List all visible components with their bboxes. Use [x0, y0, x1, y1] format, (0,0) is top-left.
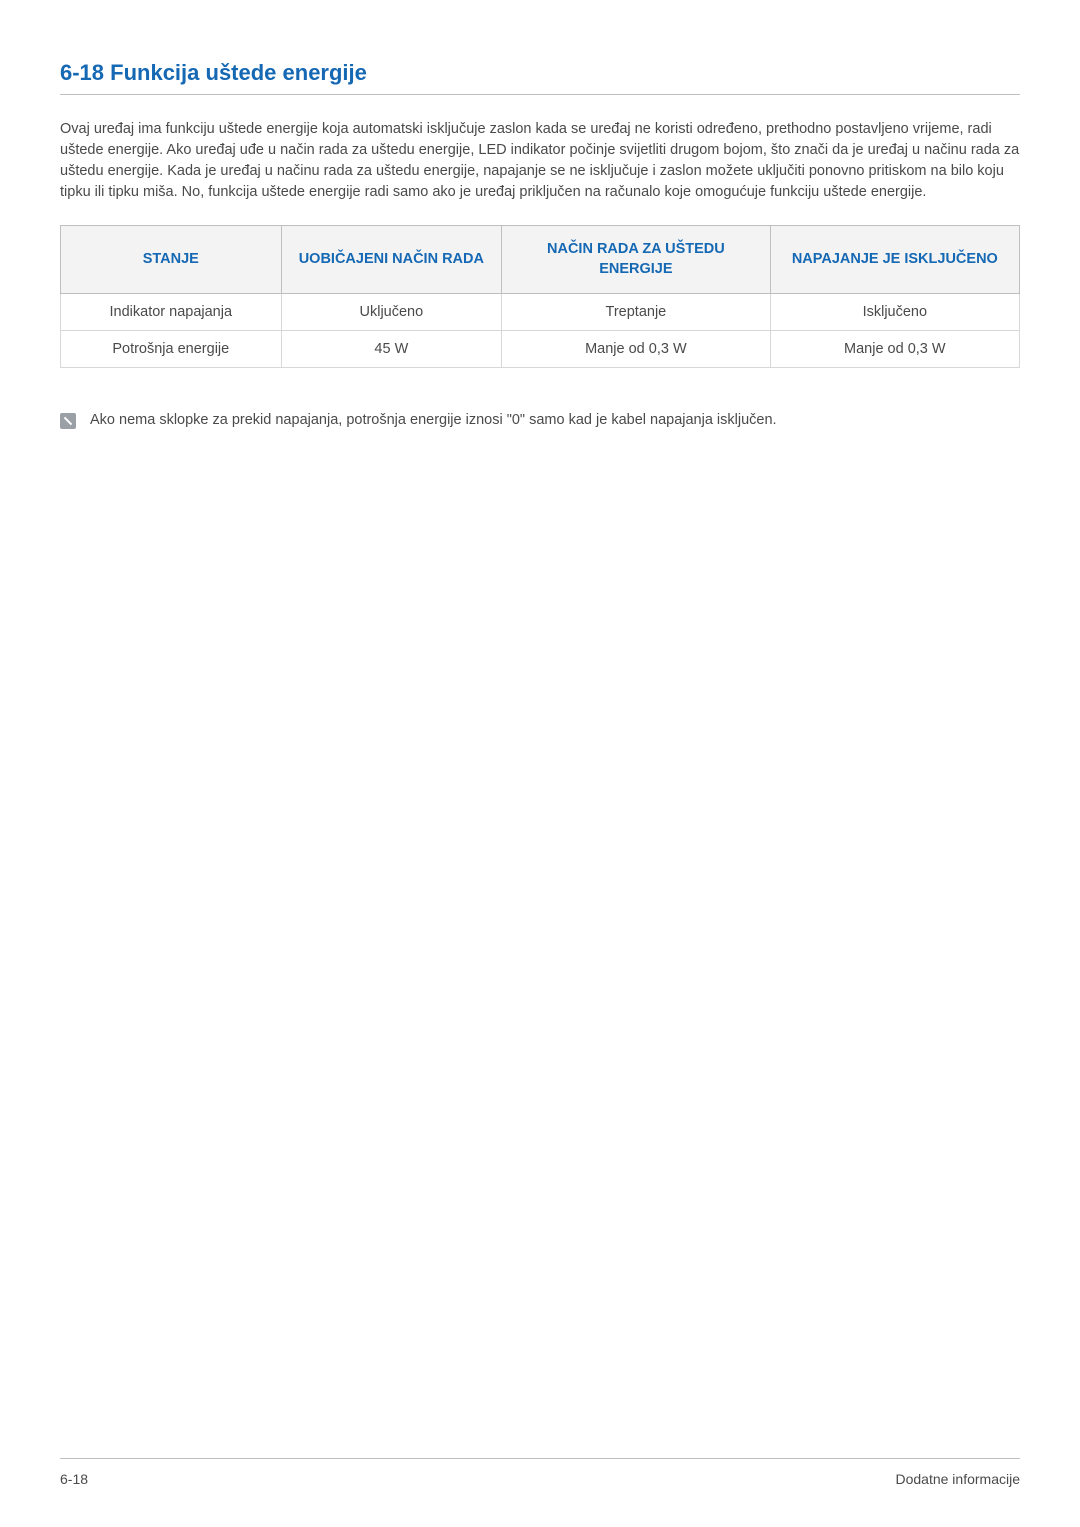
table-header-row: STANJE UOBIČAJENI NAČIN RADA NAČIN RADA … [61, 226, 1020, 294]
th-off: NAPAJANJE JE ISKLJUČENO [770, 226, 1019, 294]
th-state: STANJE [61, 226, 282, 294]
cell: 45 W [281, 331, 502, 368]
spec-table: STANJE UOBIČAJENI NAČIN RADA NAČIN RADA … [60, 225, 1020, 368]
table-row: Indikator napajanja Uključeno Treptanje … [61, 294, 1020, 331]
note-text: Ako nema sklopke za prekid napajanja, po… [90, 412, 777, 428]
table-row: Potrošnja energije 45 W Manje od 0,3 W M… [61, 331, 1020, 368]
cell: Isključeno [770, 294, 1019, 331]
intro-paragraph: Ovaj uređaj ima funkciju uštede energije… [60, 119, 1020, 203]
page-footer: 6-18 Dodatne informacije [60, 1458, 1020, 1487]
note-icon [60, 413, 76, 429]
cell: Manje od 0,3 W [770, 331, 1019, 368]
cell: Uključeno [281, 294, 502, 331]
th-normal: UOBIČAJENI NAČIN RADA [281, 226, 502, 294]
footer-page-number: 6-18 [60, 1471, 88, 1487]
footer-section-name: Dodatne informacije [895, 1471, 1020, 1487]
note: Ako nema sklopke za prekid napajanja, po… [60, 412, 1020, 429]
cell: Potrošnja energije [61, 331, 282, 368]
cell: Treptanje [502, 294, 771, 331]
cell: Indikator napajanja [61, 294, 282, 331]
page: 6-18 Funkcija uštede energije Ovaj uređa… [0, 0, 1080, 1527]
th-saving: NAČIN RADA ZA UŠTEDU ENERGIJE [502, 226, 771, 294]
section-heading: 6-18 Funkcija uštede energije [60, 60, 1020, 95]
cell: Manje od 0,3 W [502, 331, 771, 368]
